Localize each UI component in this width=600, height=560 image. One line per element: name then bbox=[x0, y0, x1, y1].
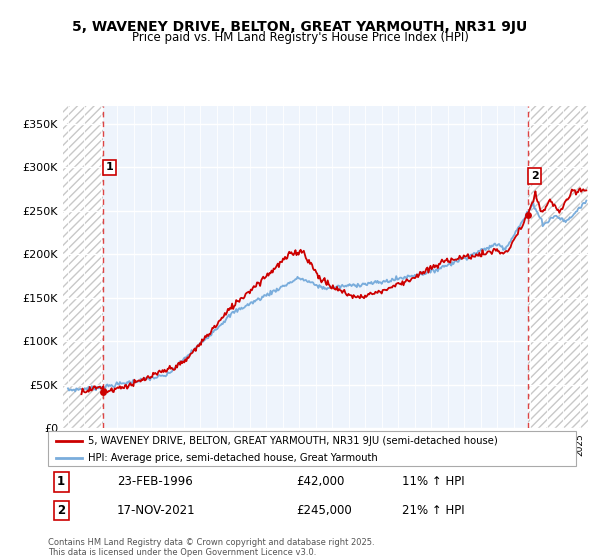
Bar bbox=[528, 106, 588, 428]
Text: £42,000: £42,000 bbox=[296, 475, 344, 488]
Text: 2: 2 bbox=[531, 171, 538, 181]
Text: £245,000: £245,000 bbox=[296, 504, 352, 517]
Text: 23-FEB-1996: 23-FEB-1996 bbox=[116, 475, 193, 488]
Text: 5, WAVENEY DRIVE, BELTON, GREAT YARMOUTH, NR31 9JU (semi-detached house): 5, WAVENEY DRIVE, BELTON, GREAT YARMOUTH… bbox=[88, 436, 497, 446]
Text: 11% ↑ HPI: 11% ↑ HPI bbox=[402, 475, 464, 488]
Text: HPI: Average price, semi-detached house, Great Yarmouth: HPI: Average price, semi-detached house,… bbox=[88, 453, 377, 463]
Text: Contains HM Land Registry data © Crown copyright and database right 2025.
This d: Contains HM Land Registry data © Crown c… bbox=[48, 538, 374, 557]
Text: 1: 1 bbox=[57, 475, 65, 488]
Text: 2: 2 bbox=[57, 504, 65, 517]
Bar bbox=[528, 106, 588, 428]
Bar bbox=[63, 106, 103, 428]
Text: 5, WAVENEY DRIVE, BELTON, GREAT YARMOUTH, NR31 9JU: 5, WAVENEY DRIVE, BELTON, GREAT YARMOUTH… bbox=[73, 20, 527, 34]
Bar bbox=[63, 106, 103, 428]
Text: 21% ↑ HPI: 21% ↑ HPI bbox=[402, 504, 464, 517]
Text: 17-NOV-2021: 17-NOV-2021 bbox=[116, 504, 195, 517]
Text: Price paid vs. HM Land Registry's House Price Index (HPI): Price paid vs. HM Land Registry's House … bbox=[131, 31, 469, 44]
FancyBboxPatch shape bbox=[48, 431, 576, 466]
Text: 1: 1 bbox=[106, 162, 113, 172]
